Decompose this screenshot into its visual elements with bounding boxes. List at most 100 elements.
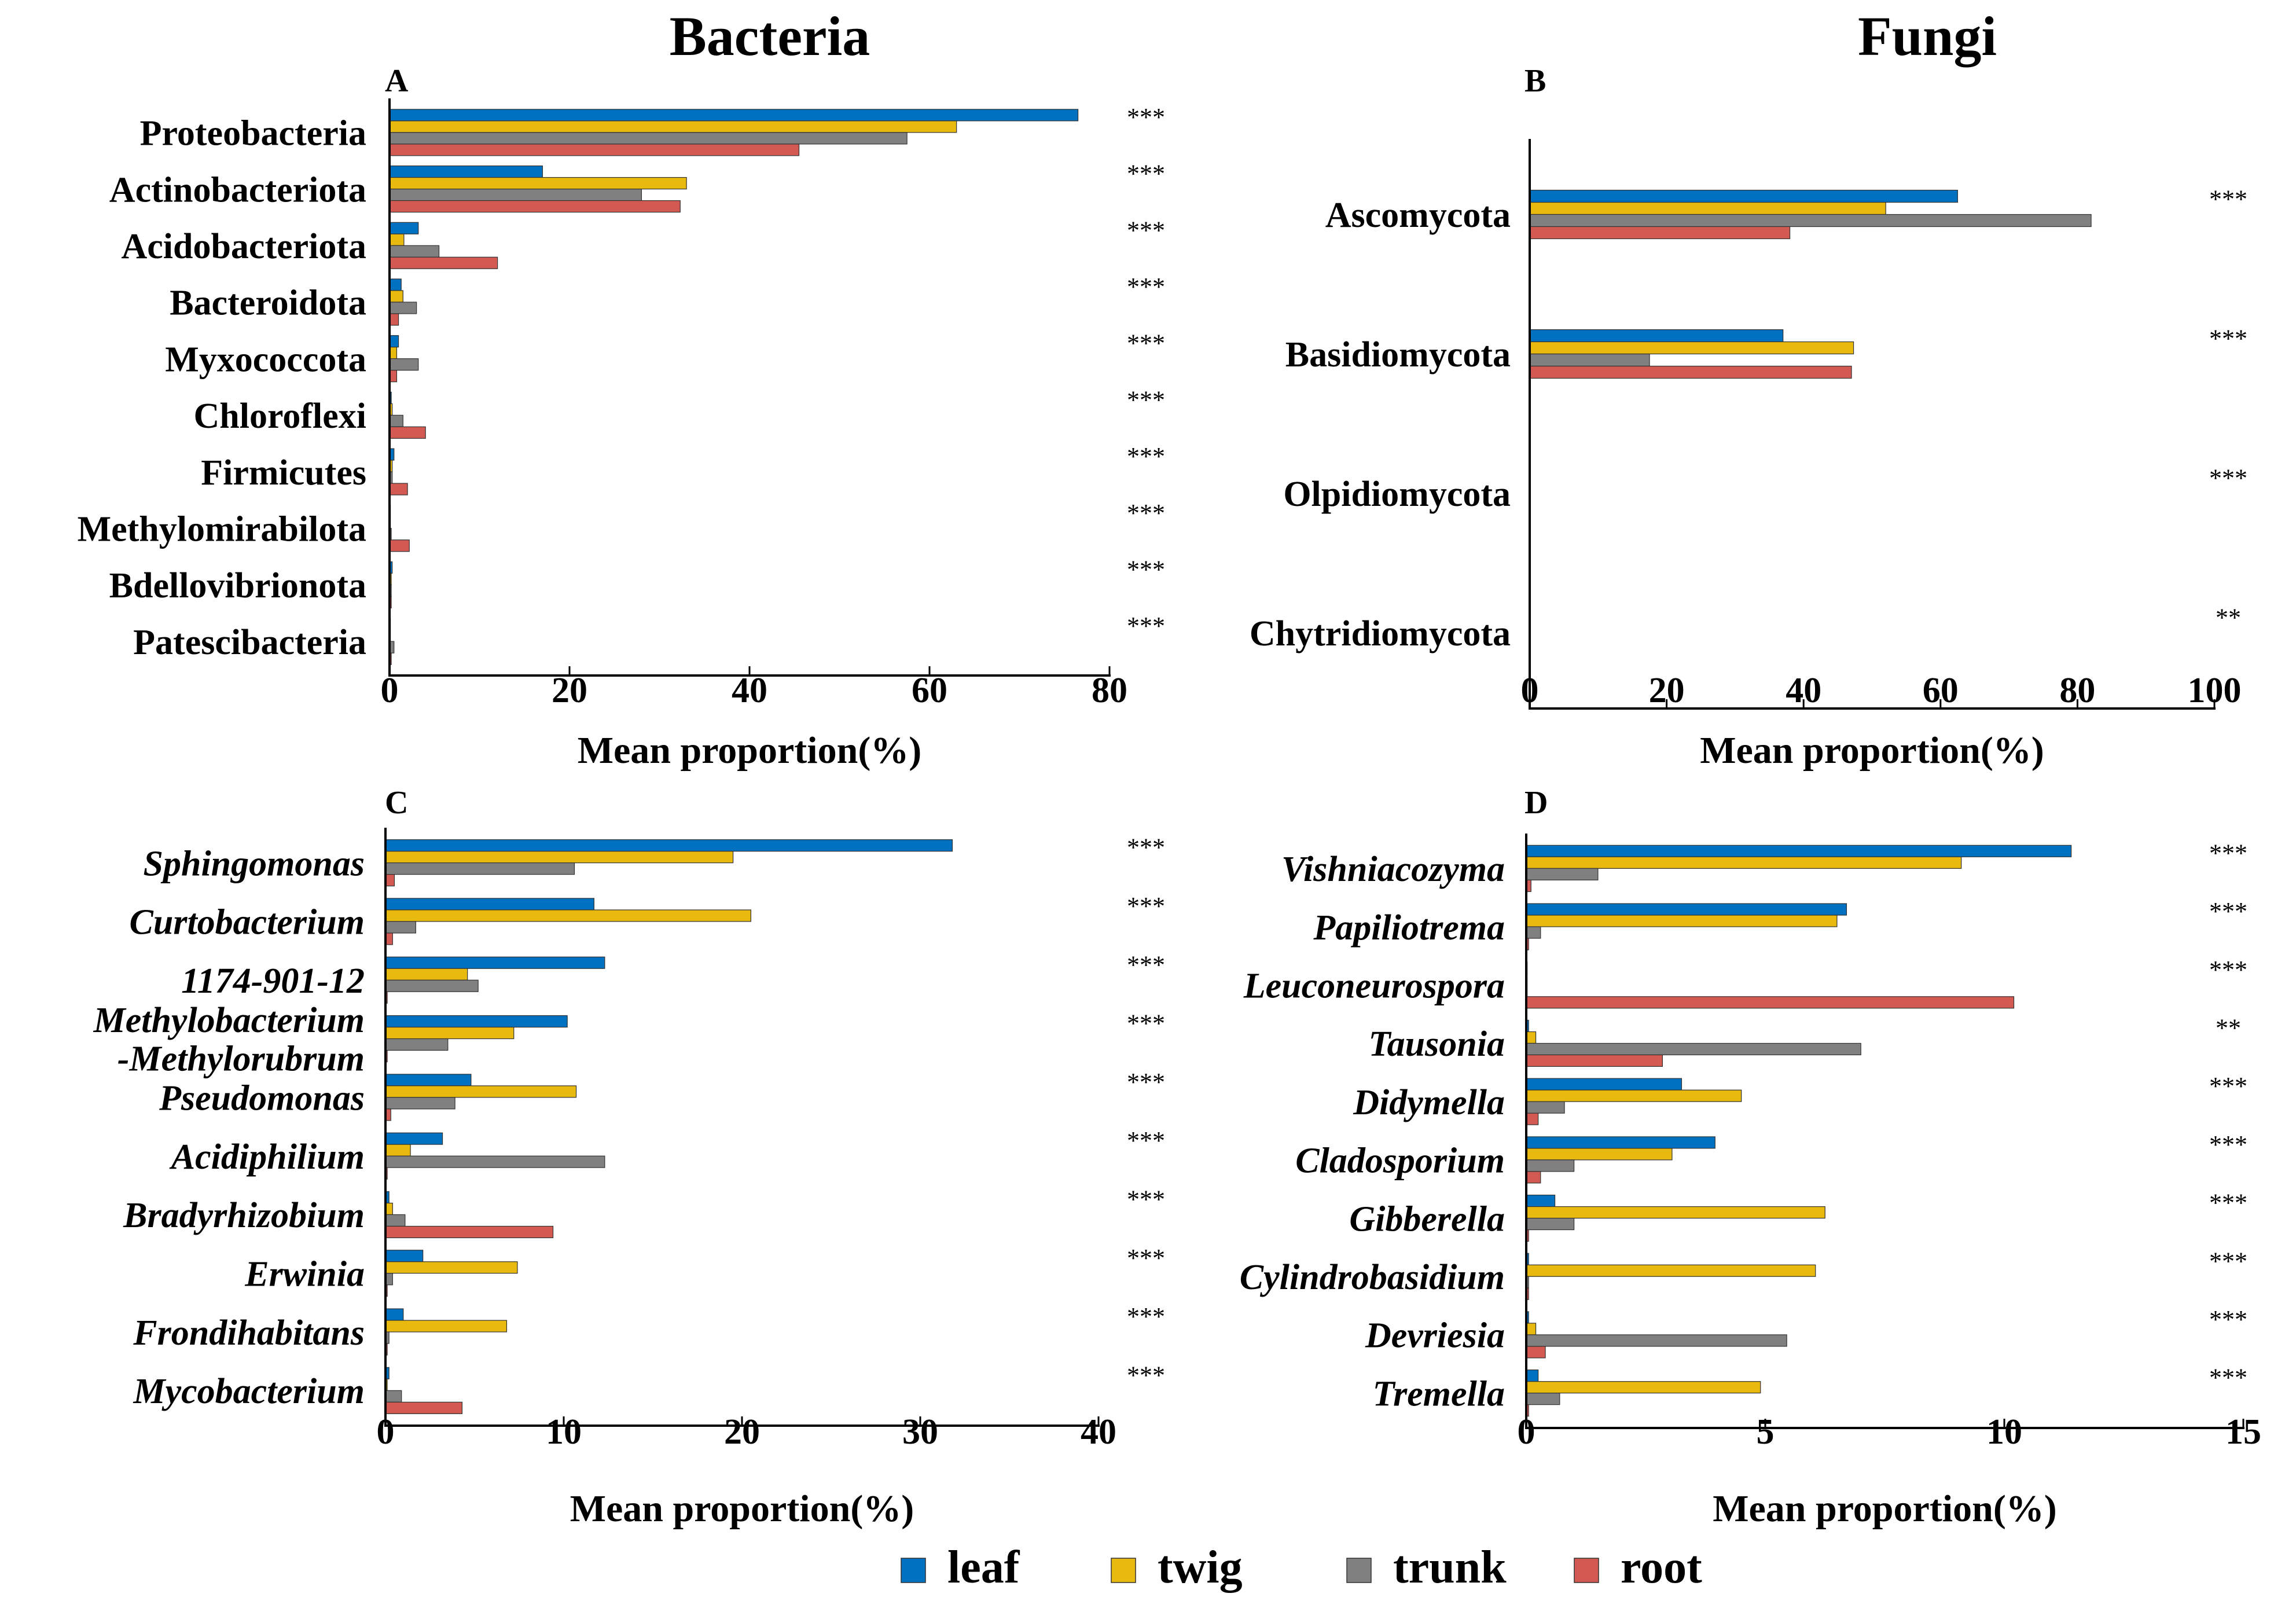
bar-twig (385, 968, 468, 981)
category-label: Sphingomonas (143, 844, 365, 883)
category-label: Cylindrobasidium (1240, 1258, 1505, 1297)
bar-trunk (1529, 353, 1650, 367)
significance-mark: ** (2216, 604, 2241, 632)
x-tick-label: 0 (1521, 671, 1539, 710)
category-label: 1174-901-12 (181, 961, 365, 1001)
bar-trunk (1526, 1042, 1861, 1056)
bar-trunk (389, 302, 417, 314)
bar-leaf (1526, 1370, 1539, 1382)
bar-trunk (1529, 214, 2092, 227)
bar-root (1526, 1054, 1663, 1067)
bar-trunk (1526, 1101, 1565, 1114)
category-label: Olpidiomycota (1283, 475, 1511, 514)
panel-c-chart: C Sphingomonas *** Curtobacterium *** 1174-90… (93, 785, 1165, 1530)
bar-root (385, 1401, 463, 1414)
bar-twig (1526, 1323, 1537, 1335)
bar-leaf (1526, 845, 2072, 857)
significance-mark: *** (1127, 103, 1165, 131)
category-label: Curtobacterium (129, 903, 365, 942)
category-label: Actinobacteriota (109, 170, 366, 210)
significance-mark: *** (1127, 950, 1165, 979)
bar-leaf (385, 898, 594, 911)
bar-leaf (1526, 1194, 1556, 1207)
bar-trunk (385, 921, 416, 934)
bar-leaf (1526, 1136, 1715, 1149)
significance-mark: *** (2209, 956, 2247, 984)
category-label: Chloroflexi (194, 397, 367, 436)
bar-root (385, 1225, 554, 1239)
category-label: Ascomycota (1325, 196, 1511, 235)
bar-twig (1526, 1031, 1537, 1044)
bar-twig (385, 909, 752, 922)
significance-mark: *** (1127, 1126, 1165, 1155)
bar-trunk (385, 1155, 605, 1168)
significance-mark: *** (1127, 1302, 1165, 1331)
bar-root (389, 200, 681, 213)
category-label: Myxococcota (165, 340, 366, 379)
bar-trunk (385, 979, 479, 992)
category-label: Firmicutes (201, 453, 366, 493)
category-label: Basidiomycota (1285, 335, 1511, 375)
category-label: Acidobacteriota (121, 227, 366, 266)
x-tick-label: 80 (1092, 671, 1127, 710)
category-label: Didymella (1353, 1083, 1505, 1122)
bar-twig (385, 1261, 518, 1274)
bar-trunk (389, 132, 908, 145)
bacteria-header: Bacteria (670, 5, 870, 67)
category-label: Proteobacteria (140, 114, 366, 153)
bar-trunk (1526, 1393, 1560, 1405)
bar-leaf (385, 839, 953, 852)
x-tick-label: 20 (724, 1412, 760, 1452)
legend-label-leaf: leaf (947, 1542, 1020, 1593)
bar-twig (1526, 1206, 1825, 1219)
significance-mark: *** (1127, 386, 1165, 414)
bar-leaf (385, 956, 605, 969)
category-label: Methylobacterium (93, 1001, 365, 1040)
bar-trunk (389, 358, 419, 371)
significance-mark: *** (1127, 1068, 1165, 1096)
significance-mark: *** (1127, 892, 1165, 920)
significance-mark: *** (1127, 1009, 1165, 1038)
bar-leaf (389, 335, 399, 348)
category-label: Acidiphilium (169, 1137, 365, 1177)
legend-swatch-root (1574, 1558, 1599, 1583)
significance-mark: *** (2209, 464, 2247, 493)
panel-letter: A (385, 63, 409, 99)
category-label: Leuconeurospora (1243, 966, 1505, 1005)
significance-mark: *** (2209, 1364, 2247, 1392)
category-label: Methylomirabilota (78, 509, 366, 549)
category-label: Bdellovibrionota (109, 566, 366, 605)
bar-trunk (1526, 868, 1599, 880)
bar-trunk (389, 188, 642, 201)
x-tick-label: 40 (1786, 671, 1821, 710)
bar-twig (385, 1026, 515, 1040)
category-label: Papiliotrema (1313, 908, 1505, 948)
x-axis-title: Mean proportion(%) (570, 1488, 914, 1530)
x-tick-label: 60 (912, 671, 947, 710)
bar-trunk (385, 1390, 402, 1403)
bar-trunk (385, 1097, 455, 1110)
bar-twig (1526, 1264, 1816, 1277)
bar-root (389, 539, 410, 552)
panel-letter: D (1524, 785, 1548, 821)
bar-leaf (385, 1015, 568, 1028)
significance-mark: *** (1127, 442, 1165, 471)
bar-leaf (385, 1308, 404, 1321)
bar-trunk (385, 1038, 449, 1051)
bar-root (1526, 1346, 1546, 1359)
panel-d-chart: D Vishniacozyma *** Papiliotrema *** Leuconeu… (1240, 785, 2261, 1530)
legend-label-twig: twig (1158, 1542, 1243, 1593)
x-tick-label: 0 (377, 1412, 395, 1452)
bar-trunk (1526, 926, 1541, 939)
significance-mark: *** (1127, 160, 1165, 188)
x-tick-label: 20 (1649, 671, 1685, 710)
bar-leaf (1529, 189, 1958, 203)
x-tick-label: 60 (1923, 671, 1959, 710)
bar-twig (1526, 1089, 1742, 1102)
bar-twig (1526, 856, 1962, 869)
bar-twig (389, 290, 403, 303)
x-tick-label: 10 (1986, 1412, 2022, 1452)
x-tick-label: 100 (2188, 671, 2242, 710)
category-label: Vishniacozyma (1281, 850, 1505, 889)
